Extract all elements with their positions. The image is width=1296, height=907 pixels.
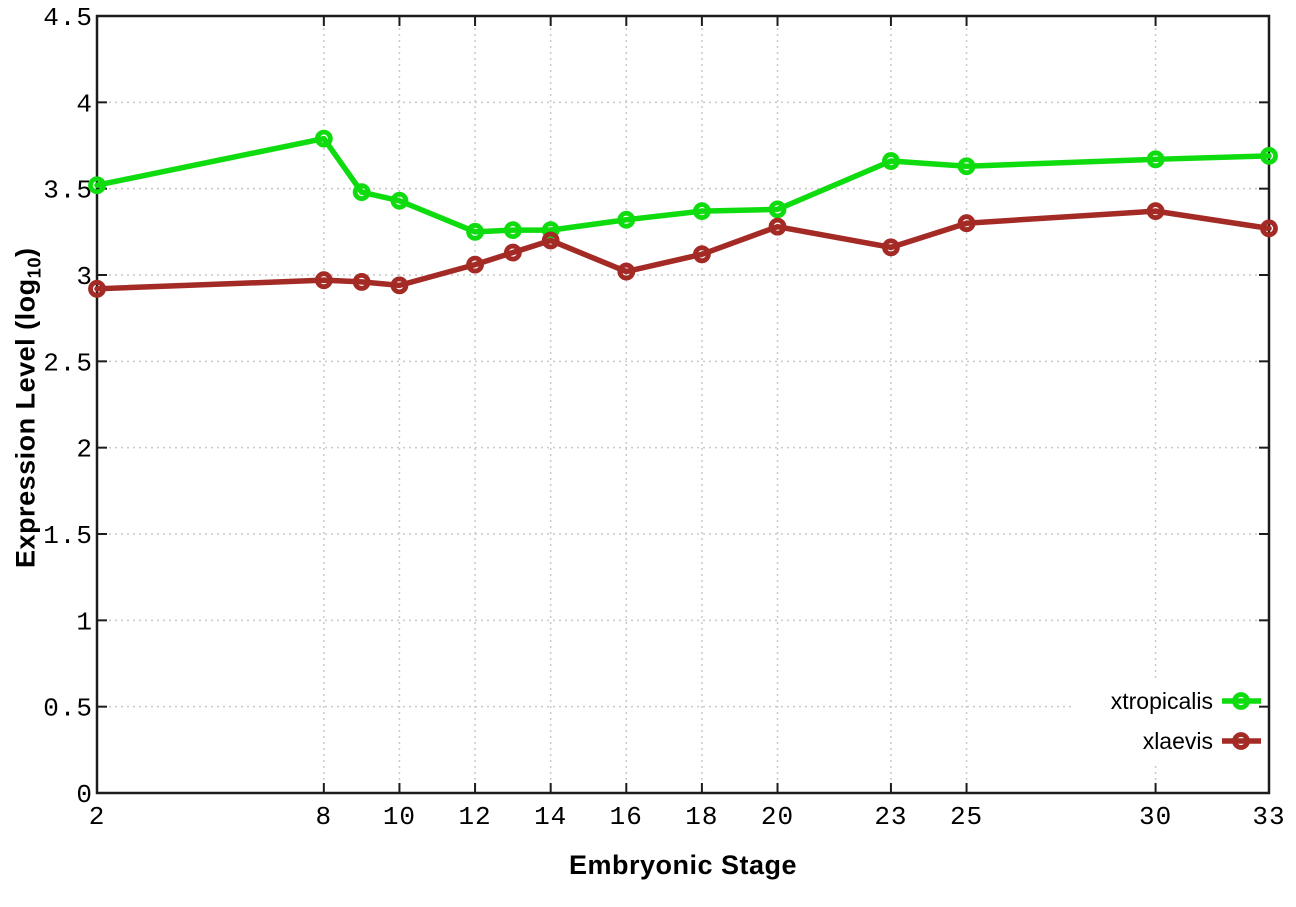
x-tick-label: 16 [610,802,643,832]
x-tick-label: 18 [685,802,718,832]
x-axis-label: Embryonic Stage [568,850,798,880]
y-tick-label: 3 [76,262,93,292]
data-point-xtropicalis [314,129,333,148]
legend-box [1072,678,1267,762]
y-tick-label: 2.5 [43,348,93,378]
data-point-xlaevis [352,273,371,291]
y-tick-label: 0.5 [43,694,93,724]
data-point-xtropicalis [768,200,787,219]
data-point-xtropicalis [541,221,560,240]
y-tick-label: 3.5 [43,176,93,206]
y-axis-label-text: Expression Level (log [10,278,41,568]
data-point-xtropicalis [88,176,106,195]
x-tick-label: 2 [89,802,106,832]
x-tick-label: 14 [534,802,567,832]
data-point-xlaevis [768,217,787,236]
legend-label-xlaevis: xlaevis [1143,728,1213,754]
data-point-xlaevis [882,238,900,257]
x-tick-label: 23 [874,802,907,832]
data-point-xlaevis [503,243,522,262]
data-point-xlaevis [1260,219,1278,238]
y-axis-label-subscript: 10 [23,256,45,279]
data-point-xtropicalis [957,157,976,176]
data-point-xtropicalis [617,210,636,229]
legend-marker-icon [1232,692,1250,710]
data-point-xtropicalis [503,221,522,240]
x-tick-label: 10 [383,802,416,832]
data-point-xlaevis [314,271,333,290]
y-axis-label-suffix: ) [10,247,41,257]
y-tick-label: 1.5 [43,521,93,551]
x-tick-label: 20 [761,802,794,832]
x-tick-label: 33 [1252,802,1285,832]
data-point-xtropicalis [882,152,900,170]
data-point-xtropicalis [390,191,409,210]
x-tick-label: 8 [316,802,333,832]
legend-label-xtropicalis: xtropicalis [1111,688,1213,714]
x-tick-label: 30 [1139,802,1172,832]
data-point-xtropicalis [1146,150,1165,169]
plot-border [95,14,1271,795]
data-point-xlaevis [957,214,976,233]
data-point-xlaevis [88,279,106,298]
y-tick-label: 0 [76,780,93,810]
data-point-xtropicalis [693,202,711,221]
data-point-xlaevis [541,231,560,250]
x-tick-label: 12 [458,802,491,832]
series-line-xlaevis [94,208,1272,292]
legend-marker-icon [1232,732,1250,750]
y-tick-label: 2 [76,435,93,465]
data-point-xlaevis [1146,202,1165,221]
y-tick-label: 4.5 [43,3,93,33]
data-point-xlaevis [466,255,484,274]
data-point-xlaevis [693,245,711,264]
y-tick-label: 4 [76,89,93,119]
data-point-xtropicalis [466,222,484,241]
y-axis-label: Expression Level (log10) [10,178,45,638]
data-point-xlaevis [390,276,409,295]
data-point-xlaevis [617,262,636,281]
data-point-xtropicalis [1260,146,1278,165]
data-point-xtropicalis [352,183,371,202]
y-tick-label: 1 [76,607,93,637]
x-tick-label: 25 [950,802,983,832]
